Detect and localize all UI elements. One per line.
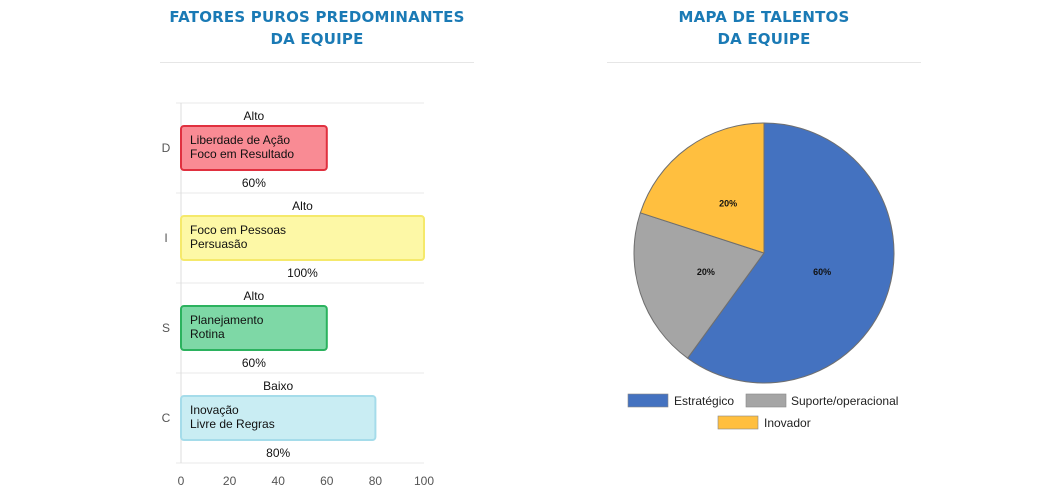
talent-map-pie-chart: 60% 20% 20% Estratégico Suporte/operacional I…: [627, 122, 898, 430]
legend-label: Inovador: [764, 416, 811, 430]
x-tick-label: 100: [414, 474, 434, 488]
x-tick-label: 0: [178, 474, 185, 488]
bar-inner-text: Planejamento: [190, 313, 264, 327]
bar-level-label: Baixo: [263, 379, 293, 393]
pie-slice: [639, 122, 765, 254]
bar-value-label: 60%: [242, 356, 266, 370]
y-category-label: I: [164, 231, 167, 245]
right-chart-title: MAPA DE TALENTOS DA EQUIPE: [607, 6, 921, 50]
bar-value-label: 100%: [287, 266, 318, 280]
bar-inner-text: Livre de Regras: [190, 417, 275, 431]
x-tick-label: 60: [320, 474, 334, 488]
left-title-line-2: DA EQUIPE: [270, 30, 364, 48]
legend-label: Estratégico: [674, 394, 734, 408]
bar-inner-text: Foco em Resultado: [190, 147, 294, 161]
right-title-divider: [607, 62, 921, 63]
legend-swatch: [717, 415, 759, 430]
legend-swatch: [627, 393, 669, 408]
bar-inner-text: Foco em Pessoas: [190, 223, 286, 237]
bar-inner-text: Liberdade de Ação: [190, 133, 290, 147]
y-category-label: S: [162, 321, 170, 335]
bar-inner-text: Rotina: [190, 327, 225, 341]
pie-slice-label: 60%: [813, 267, 831, 277]
right-title-line-1: MAPA DE TALENTOS: [678, 8, 850, 26]
y-category-label: D: [162, 141, 171, 155]
bar-inner-text: Inovação: [190, 403, 239, 417]
legend-swatch: [745, 393, 787, 408]
y-category-label: C: [162, 411, 171, 425]
bar: [180, 125, 328, 171]
bar: [180, 305, 328, 351]
bar-value-label: 60%: [242, 176, 266, 190]
legend-label: Suporte/operacional: [791, 394, 898, 408]
left-chart-title: FATORES PUROS PREDOMINANTES DA EQUIPE: [160, 6, 474, 50]
pie-slice: [686, 122, 895, 384]
bar: [180, 215, 425, 261]
left-title-divider: [160, 62, 474, 63]
x-tick-label: 20: [223, 474, 237, 488]
bar-level-label: Alto: [244, 109, 265, 123]
left-title-line-1: FATORES PUROS PREDOMINANTES: [169, 8, 465, 26]
bar-inner-text: Persuasão: [190, 237, 248, 251]
x-tick-label: 40: [272, 474, 286, 488]
pie-slice-label: 20%: [697, 267, 715, 277]
bar-level-label: Alto: [292, 199, 313, 213]
x-tick-label: 80: [369, 474, 383, 488]
bar-value-label: 80%: [266, 446, 290, 460]
bar-level-label: Alto: [244, 289, 265, 303]
bar: [180, 395, 377, 441]
pie-slice: [633, 212, 765, 359]
right-title-line-2: DA EQUIPE: [717, 30, 811, 48]
pie-slice-label: 20%: [719, 199, 737, 209]
